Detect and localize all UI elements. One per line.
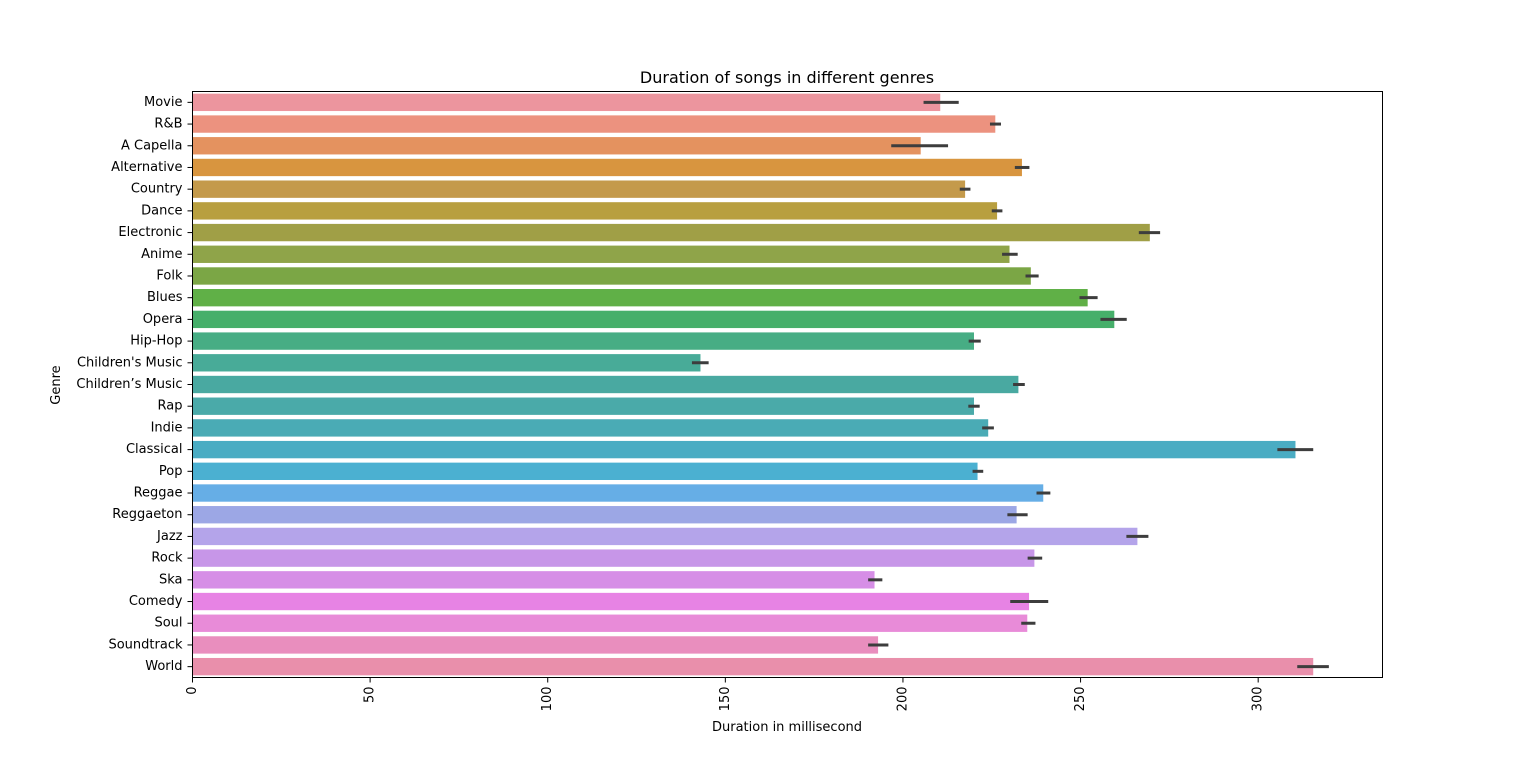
- x-tick-label-50: 50: [363, 687, 378, 704]
- y-tick-label-pop-17: Pop: [159, 464, 183, 479]
- bar-jazz-20: [192, 527, 1138, 546]
- bar-comedy-23: [192, 592, 1030, 611]
- y-tick-label-children-s-music-12: Children's Music: [77, 355, 183, 370]
- x-axis-ticks: 0 50 100 150 200 250 300: [185, 677, 1266, 712]
- bar-reggae-18: [192, 484, 1044, 502]
- bar-blues-9: [192, 289, 1088, 307]
- bar-opera-10: [192, 310, 1115, 329]
- y-tick-label-electronic-6: Electronic: [118, 225, 182, 240]
- y-tick-label-alternative-3: Alternative: [111, 160, 182, 175]
- y-axis-ticks: Movie R&B A Capella Alternative Country Dance…: [76, 95, 193, 674]
- error-bars-group: [691, 100, 1329, 669]
- y-tick-label-indie-15: Indie: [151, 420, 183, 435]
- x-tick-label-0: 0: [185, 687, 200, 695]
- bar-country-4: [192, 180, 966, 198]
- bar-movie-0: [192, 93, 941, 112]
- bar-a-capella-2: [192, 137, 921, 155]
- bar-reggaeton-19: [192, 506, 1017, 524]
- y-tick-label-folk-8: Folk: [156, 268, 183, 283]
- y-tick-label-soundtrack-25: Soundtrack: [108, 637, 182, 652]
- y-axis-label: Genre: [49, 365, 64, 404]
- x-tick-label-300: 300: [1251, 687, 1266, 712]
- y-tick-label-reggaeton-19: Reggaeton: [112, 507, 182, 522]
- y-tick-label-blues-9: Blues: [147, 290, 183, 305]
- bars-group: [192, 93, 1314, 676]
- bar-soundtrack-25: [192, 636, 879, 654]
- chart-title: Duration of songs in different genres: [640, 68, 934, 87]
- y-tick-label-comedy-23: Comedy: [129, 594, 183, 609]
- y-tick-label-children-s-music-13: Children’s Music: [76, 377, 182, 392]
- y-tick-label-r-b-1: R&B: [154, 117, 182, 132]
- bar-ska-22: [192, 571, 875, 589]
- bar-rap-14: [192, 397, 974, 415]
- y-tick-label-opera-10: Opera: [143, 312, 183, 327]
- x-axis-label: Duration in millisecond: [712, 720, 862, 735]
- x-tick-label-250: 250: [1073, 687, 1088, 712]
- bar-r-b-1: [192, 115, 996, 133]
- y-tick-label-classical-16: Classical: [126, 442, 183, 457]
- y-tick-label-jazz-20: Jazz: [156, 529, 183, 544]
- y-tick-label-reggae-18: Reggae: [134, 486, 183, 501]
- bar-children-s-music-13: [192, 375, 1019, 394]
- bar-alternative-3: [192, 158, 1022, 177]
- bar-electronic-6: [192, 223, 1150, 242]
- x-tick-label-100: 100: [540, 687, 555, 712]
- bar-pop-17: [192, 462, 978, 480]
- y-tick-label-rap-14: Rap: [158, 399, 183, 414]
- bar-hip-hop-11: [192, 332, 974, 350]
- y-tick-label-soul-24: Soul: [154, 616, 182, 631]
- y-tick-label-a-capella-2: A Capella: [121, 138, 183, 153]
- bar-classical-16: [192, 440, 1296, 459]
- bar-anime-7: [192, 245, 1010, 263]
- bar-indie-15: [192, 419, 989, 437]
- y-tick-label-hip-hop-11: Hip-Hop: [130, 334, 182, 349]
- bar-children-s-music-12: [192, 354, 701, 372]
- y-tick-label-dance-5: Dance: [141, 203, 182, 218]
- bar-dance-5: [192, 202, 998, 220]
- x-tick-label-150: 150: [718, 687, 733, 712]
- y-tick-label-rock-21: Rock: [151, 551, 183, 566]
- bar-rock-21: [192, 549, 1035, 567]
- bar-folk-8: [192, 267, 1031, 285]
- bar-world-26: [192, 657, 1314, 676]
- y-tick-label-country-4: Country: [131, 182, 183, 197]
- y-tick-label-world-26: World: [145, 659, 182, 674]
- y-tick-label-ska-22: Ska: [159, 572, 183, 587]
- y-tick-label-anime-7: Anime: [141, 247, 182, 262]
- y-tick-label-movie-0: Movie: [144, 95, 182, 110]
- bar-soul-24: [192, 614, 1028, 632]
- x-tick-label-200: 200: [895, 687, 910, 712]
